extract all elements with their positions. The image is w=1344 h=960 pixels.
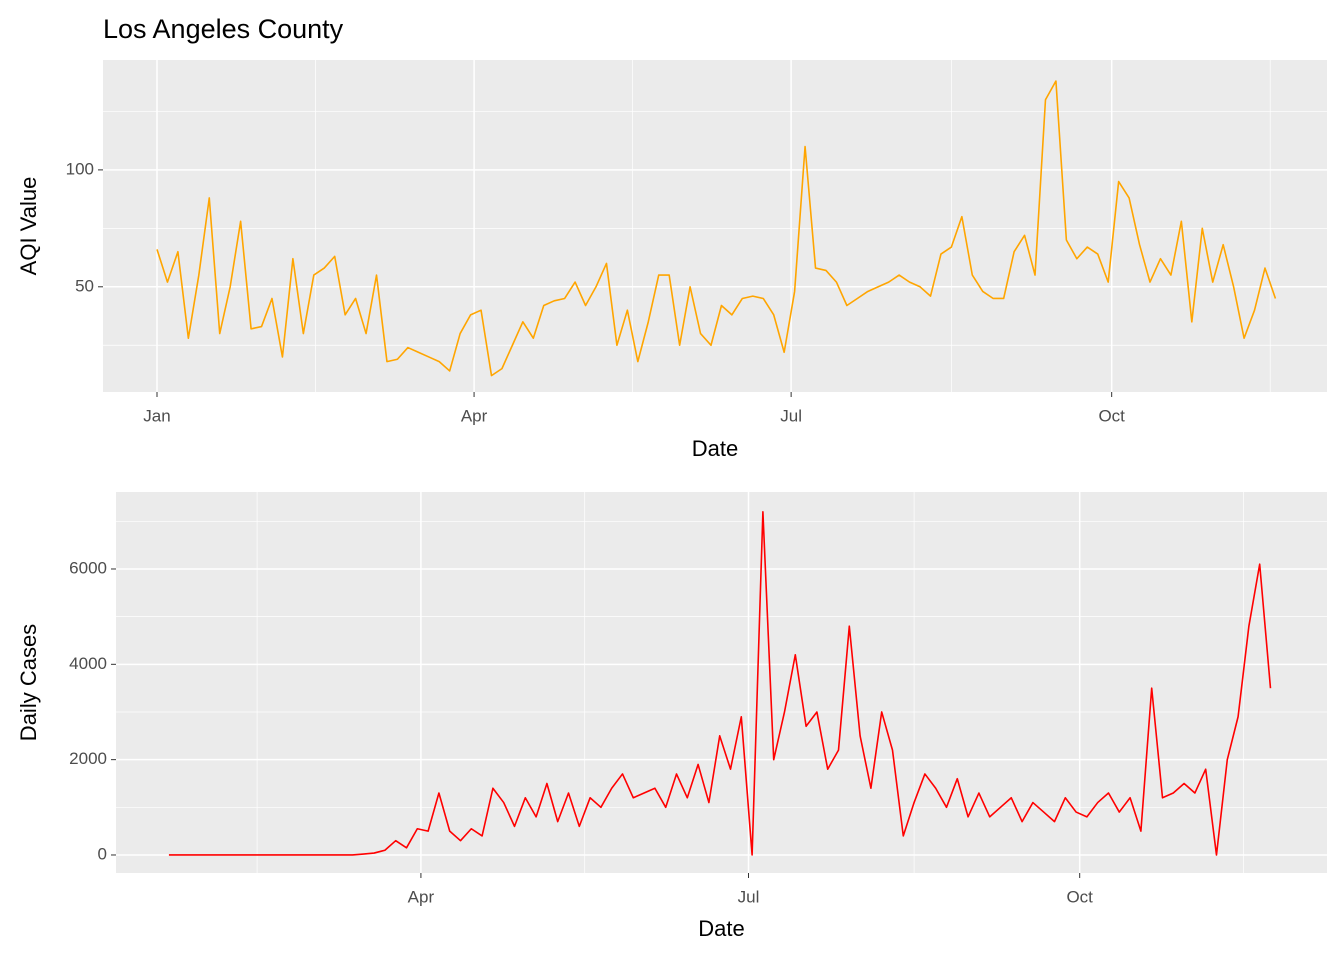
chart-title: Los Angeles County [103, 14, 344, 44]
x-tick-label: Jan [143, 406, 170, 425]
y-axis-label: AQI Value [16, 177, 41, 276]
data-line [168, 510, 1272, 856]
x-tick-label: Jul [780, 406, 802, 425]
x-tick-label: Jul [738, 887, 760, 906]
data-line [156, 80, 1277, 377]
x-tick-label: Apr [461, 406, 488, 425]
y-tick-label: 2000 [69, 749, 107, 768]
x-axis-label: Date [698, 916, 744, 941]
plot-panel [116, 492, 1327, 873]
y-axis-label: Daily Cases [16, 624, 41, 741]
x-tick-label: Oct [1066, 887, 1093, 906]
x-axis-label: Date [692, 436, 738, 461]
y-tick-label: 0 [98, 844, 107, 863]
y-tick-label: 100 [66, 159, 94, 178]
x-tick-label: Apr [408, 887, 435, 906]
x-tick-label: Oct [1098, 406, 1125, 425]
y-tick-label: 50 [75, 276, 94, 295]
y-tick-label: 4000 [69, 654, 107, 673]
y-tick-label: 6000 [69, 558, 107, 577]
plot-panel [103, 60, 1327, 392]
